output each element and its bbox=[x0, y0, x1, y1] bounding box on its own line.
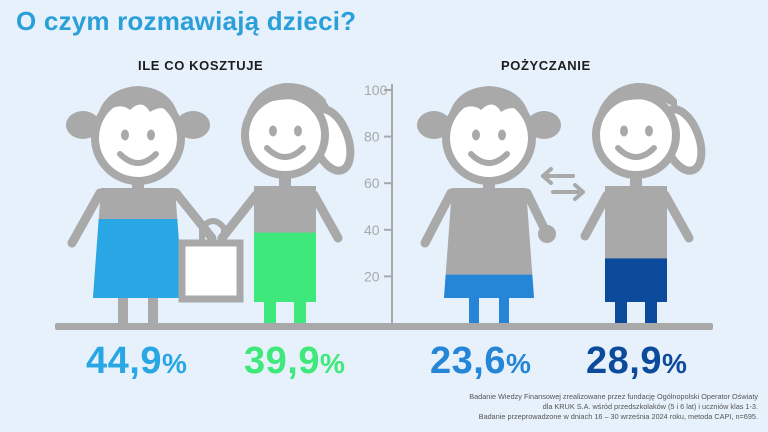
figures bbox=[66, 82, 706, 324]
eye bbox=[269, 125, 277, 137]
head bbox=[592, 91, 680, 179]
arm bbox=[660, 190, 694, 243]
footnote-line: Badanie Wiedzy Finansowej zrealizowane p… bbox=[469, 392, 758, 401]
eye bbox=[645, 125, 653, 137]
bar-girl-left bbox=[93, 218, 183, 298]
neck bbox=[132, 180, 144, 190]
group-label-right: POŻYCZANIE bbox=[501, 58, 591, 73]
arm bbox=[522, 188, 550, 235]
boy-right-figure bbox=[580, 82, 706, 324]
exchange-arrows-icon bbox=[541, 167, 585, 201]
boy-left-figure bbox=[217, 82, 355, 324]
dress-base bbox=[444, 188, 534, 298]
footnote-line: Badanie przeprowadzone w dniach 16 – 30 … bbox=[478, 412, 758, 421]
arm bbox=[420, 188, 456, 248]
leg bbox=[294, 302, 306, 324]
hair-fringe bbox=[97, 86, 179, 118]
footnote: Badanie Wiedzy Finansowej zrealizowane p… bbox=[318, 392, 758, 422]
eye bbox=[294, 125, 302, 137]
smile bbox=[264, 145, 306, 160]
y-tick-label: 40 bbox=[364, 222, 380, 238]
y-tick-label: 60 bbox=[364, 175, 380, 191]
shopping-bag-icon bbox=[178, 218, 244, 303]
leg bbox=[645, 302, 657, 324]
head bbox=[241, 91, 329, 179]
value-label-girl-left: 44,9% bbox=[86, 340, 188, 382]
footnote-line: dla KRUK S.A. wśród przedszkolaków (5 i … bbox=[542, 402, 758, 411]
y-axis-ticks: 100 80 60 40 20 bbox=[364, 82, 392, 284]
group-label-left: ILE CO KOSZTUJE bbox=[138, 58, 264, 73]
value-label-boy-right: 28,9% bbox=[586, 340, 688, 382]
smile bbox=[117, 151, 159, 166]
value-label-girl-right: 23,6% bbox=[430, 340, 532, 382]
bar-boy-left bbox=[254, 232, 316, 302]
eye bbox=[620, 125, 628, 137]
girl-right-figure bbox=[417, 86, 561, 324]
girl-left-figure bbox=[66, 86, 217, 324]
leg bbox=[148, 298, 158, 324]
arm bbox=[171, 188, 217, 243]
leg bbox=[499, 298, 509, 324]
leg bbox=[264, 302, 276, 324]
ground-line bbox=[55, 323, 713, 330]
leg bbox=[615, 302, 627, 324]
arm bbox=[309, 190, 343, 243]
arm bbox=[67, 188, 105, 248]
eye bbox=[498, 129, 506, 141]
leg bbox=[469, 298, 479, 324]
eye bbox=[472, 129, 480, 141]
cap bbox=[598, 82, 677, 112]
eye bbox=[121, 129, 129, 141]
y-tick-label: 100 bbox=[364, 82, 388, 98]
eye bbox=[147, 129, 155, 141]
bar-girl-right bbox=[444, 274, 534, 298]
y-tick-label: 80 bbox=[364, 129, 380, 145]
leg bbox=[118, 298, 128, 324]
value-label-boy-left: 39,9% bbox=[244, 340, 346, 382]
y-tick-label: 20 bbox=[364, 268, 380, 284]
arm bbox=[217, 190, 261, 243]
arm bbox=[580, 190, 612, 241]
smile bbox=[468, 151, 510, 166]
bar-boy-right bbox=[605, 258, 667, 302]
smile bbox=[615, 145, 657, 160]
page-title: O czym rozmawiają dzieci? bbox=[16, 6, 357, 36]
ball-icon bbox=[538, 225, 556, 243]
